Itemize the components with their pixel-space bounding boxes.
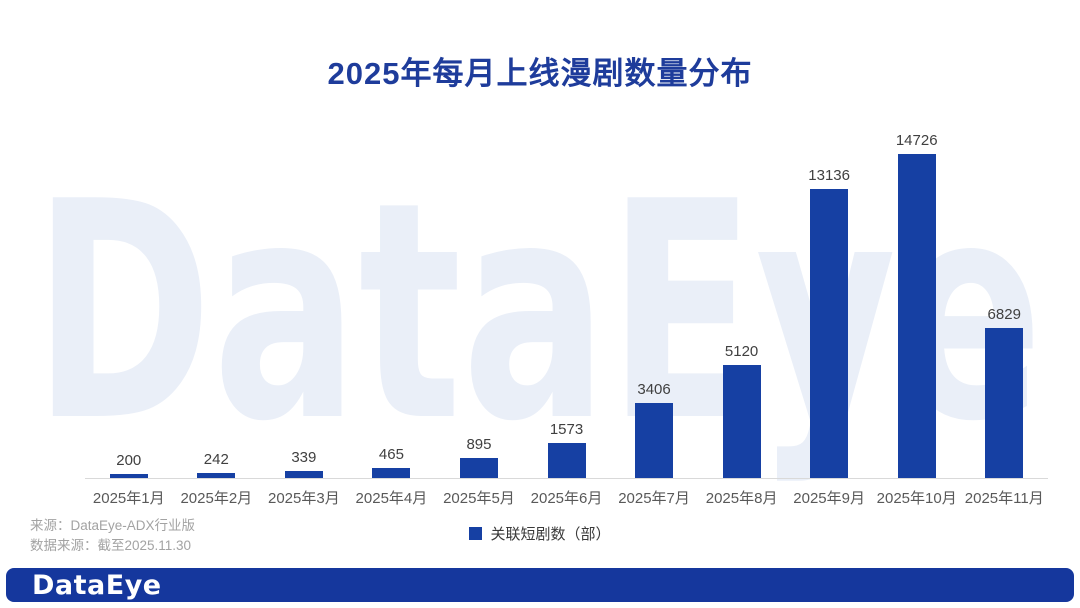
- bar: [810, 189, 849, 478]
- x-tick-label: 2025年5月: [443, 490, 515, 507]
- footer-brand-bar: DataEye: [6, 568, 1074, 602]
- bar-column: 6829: [960, 126, 1048, 478]
- bar-column: 242: [173, 126, 261, 478]
- plot-area: 200 242 339 465 895 1573 3406 5120 13136 14726 682…: [85, 126, 1048, 478]
- bar: [459, 458, 498, 478]
- bar-column: 3406: [610, 126, 698, 478]
- bar: [897, 154, 936, 478]
- source-note: 来源：DataEye-ADX行业版 数据来源：截至2025.11.30: [30, 516, 195, 556]
- x-tick-label: 2025年1月: [92, 490, 165, 507]
- bar-value-label: 13136: [808, 167, 850, 185]
- bar-value-label: 6829: [987, 305, 1021, 323]
- bar: [372, 467, 411, 478]
- legend-label: 关联短剧数（部）: [490, 526, 611, 543]
- x-tick-label: 2025年2月: [180, 490, 253, 507]
- bar-value-label: 200: [116, 451, 142, 469]
- x-tick-label: 2025年9月: [793, 490, 865, 507]
- bar: [197, 472, 236, 478]
- bar-value-label: 5120: [724, 343, 759, 361]
- bar-column: 13136: [785, 126, 873, 478]
- legend-swatch-icon: [469, 527, 483, 540]
- bar-column: 5120: [698, 126, 786, 478]
- x-tick-label: 2025年7月: [618, 490, 690, 507]
- bar: [547, 443, 586, 478]
- x-tick-label: 2025年8月: [705, 490, 778, 507]
- dataeye-logo: DataEye: [32, 569, 162, 601]
- bar-column: 339: [260, 126, 348, 478]
- x-tick-label: 2025年10月: [876, 490, 957, 507]
- bar: [722, 365, 761, 478]
- bar-column: 465: [348, 126, 436, 478]
- x-axis: 2025年1月 2025年2月 2025年3月 2025年4月 2025年5月 2025年…: [85, 487, 1048, 508]
- x-tick-label: 2025年3月: [268, 490, 340, 507]
- bar: [635, 403, 674, 478]
- bar-value-label: 1573: [549, 421, 584, 439]
- bar-value-label: 895: [466, 436, 492, 454]
- bar-column: 895: [435, 126, 523, 478]
- source-line-1: 来源：DataEye-ADX行业版: [30, 518, 196, 533]
- x-tick-label: 2025年6月: [530, 490, 603, 507]
- bar-value-label: 465: [378, 445, 404, 463]
- bar-column: 200: [85, 126, 173, 478]
- x-tick-label: 2025年11月: [964, 490, 1044, 507]
- bar-value-label: 242: [203, 450, 229, 468]
- bar-value-label: 339: [291, 448, 317, 466]
- source-line-2: 数据来源：截至2025.11.30: [30, 538, 192, 553]
- bar-column: 1573: [523, 126, 611, 478]
- legend: 关联短剧数（部）: [0, 523, 1080, 544]
- bar-value-label: 14726: [895, 132, 938, 150]
- x-tick-label: 2025年4月: [355, 490, 428, 507]
- bar: [109, 473, 148, 478]
- bar: [284, 470, 323, 478]
- bar: [985, 327, 1024, 478]
- page-title: 2025年每月上线漫剧数量分布: [327, 56, 753, 91]
- x-axis-line: [85, 478, 1048, 479]
- bar-column: 14726: [873, 126, 961, 478]
- bar-value-label: 3406: [637, 381, 671, 399]
